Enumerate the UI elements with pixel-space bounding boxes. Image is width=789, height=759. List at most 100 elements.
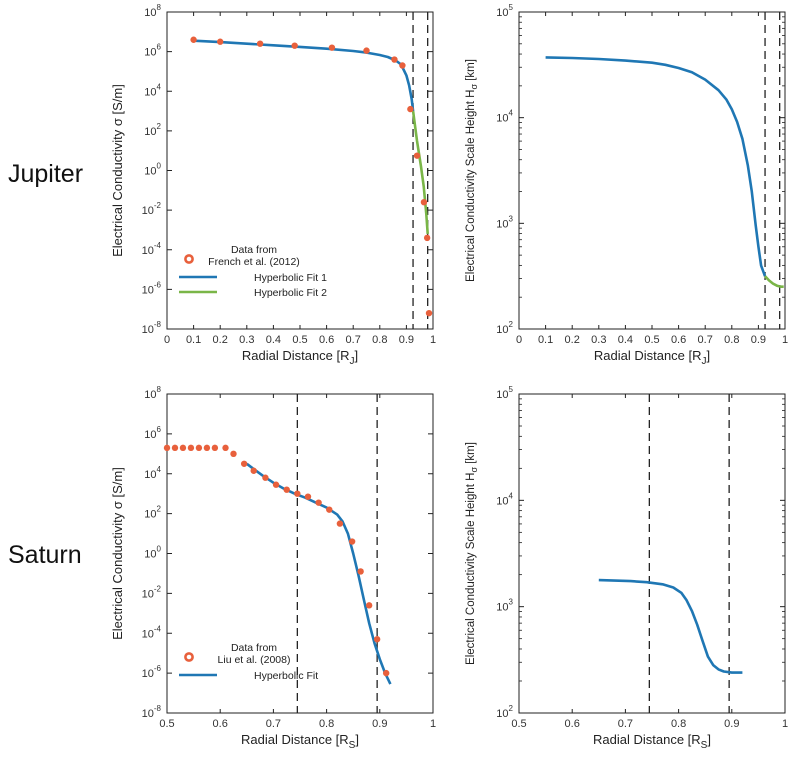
y-tick-label: 102 <box>144 505 161 521</box>
legend-marker <box>184 254 194 264</box>
x-tick-label: 0.5 <box>159 718 174 730</box>
y-tick-label: 10-4 <box>142 241 162 257</box>
y-axis-label: Electrical Conductivity σ [S/m] <box>110 84 125 257</box>
data-point <box>190 36 197 43</box>
y-tick-label: 100 <box>144 545 161 561</box>
y-tick-label: 10-6 <box>142 280 162 296</box>
data-point <box>222 444 229 452</box>
data-point <box>163 444 171 452</box>
x-tick-label: 0.7 <box>266 718 281 730</box>
data-point <box>217 38 224 45</box>
x-tick-label: 0.4 <box>618 334 633 346</box>
y-tick-label: 103 <box>496 214 513 230</box>
x-tick-label: 0.5 <box>511 718 526 730</box>
data-point <box>365 602 373 609</box>
data-point <box>240 460 248 467</box>
y-tick-label: 100 <box>144 162 161 178</box>
y-tick-label: 10-8 <box>142 320 162 336</box>
data-point <box>179 444 187 452</box>
data-point <box>283 486 290 493</box>
x-tick-label: 0.3 <box>239 334 254 346</box>
data-point <box>250 467 257 474</box>
data-point <box>391 56 398 63</box>
x-tick-label: 0.5 <box>292 334 307 346</box>
series-line <box>545 56 767 277</box>
x-tick-label: 0.8 <box>372 334 387 346</box>
x-axis-label: Radial Distance [RJ] <box>594 348 710 367</box>
x-tick-label: 1 <box>782 334 788 346</box>
x-axis-label: Radial Distance [RS] <box>593 732 711 751</box>
x-axis-label: Radial Distance [RS] <box>241 732 359 751</box>
x-tick-label: 0.6 <box>213 718 228 730</box>
legend-label: Data from <box>231 642 277 654</box>
x-tick-label: 0.9 <box>724 718 739 730</box>
y-tick-label: 104 <box>496 109 513 125</box>
data-point <box>203 444 211 452</box>
y-tick-label: 106 <box>144 43 161 59</box>
x-tick-label: 0.7 <box>698 334 713 346</box>
y-tick-label: 105 <box>496 3 513 19</box>
data-point <box>407 105 414 113</box>
y-tick-label: 10-2 <box>142 584 162 600</box>
x-tick-label: 0.9 <box>372 718 387 730</box>
data-point <box>315 499 322 506</box>
x-tick-label: 0.5 <box>644 334 659 346</box>
data-point <box>262 474 269 481</box>
y-tick-label: 104 <box>144 82 161 98</box>
y-tick-label: 108 <box>144 3 161 19</box>
series-line <box>764 275 784 289</box>
data-point <box>357 568 364 575</box>
data-point <box>399 62 406 69</box>
legend-label: Hyperbolic Fit <box>254 670 318 682</box>
data-point <box>195 444 203 452</box>
y-tick-label: 102 <box>496 704 513 720</box>
x-tick-label: 0.4 <box>266 334 281 346</box>
data-point <box>272 481 280 488</box>
data-point <box>326 506 333 513</box>
x-tick-label: 0.9 <box>751 334 766 346</box>
legend-label: Hyperbolic Fit 1 <box>254 272 327 284</box>
y-axis-label: Electrical Conductivity Scale Height Hσ … <box>465 59 479 282</box>
x-tick-label: 1 <box>782 718 788 730</box>
x-tick-label: 0.8 <box>671 718 686 730</box>
y-tick-label: 104 <box>144 465 161 481</box>
panel-saturn-scaleheight: 0.5 0.6 0.7 0.8 0.9 1 102 103 104 105 Radial Dista… <box>465 385 788 751</box>
x-tick-label: 0.6 <box>565 718 580 730</box>
x-tick-label: 0.2 <box>213 334 228 346</box>
data-point <box>425 309 433 317</box>
y-tick-label: 102 <box>496 320 513 336</box>
series-line <box>598 578 743 674</box>
data-point <box>304 493 312 500</box>
data-point <box>413 152 421 159</box>
x-tick-label: 0.6 <box>671 334 686 346</box>
y-axis-label: Electrical Conductivity Scale Height Hσ … <box>465 442 479 665</box>
row-label-saturn: Saturn <box>8 541 82 569</box>
legend-marker <box>184 652 194 662</box>
y-tick-label: 10-4 <box>142 624 162 640</box>
data-point <box>187 444 195 452</box>
x-tick-label: 0.8 <box>319 718 334 730</box>
y-tick-label: 10-8 <box>142 704 162 720</box>
data-point <box>382 669 390 677</box>
x-tick-label: 0.1 <box>538 334 553 346</box>
data-point <box>328 44 336 51</box>
plot-frame <box>518 11 786 330</box>
data-point <box>294 490 301 497</box>
legend-label: French et al. (2012) <box>208 256 300 268</box>
y-tick-label: 108 <box>144 385 161 401</box>
y-tick-label: 103 <box>496 598 513 614</box>
legend-label: Liu et al. (2008) <box>218 654 291 666</box>
x-tick-label: 0.6 <box>319 334 334 346</box>
data-point <box>256 40 264 47</box>
x-axis-label: Radial Distance [RJ] <box>242 348 358 367</box>
x-tick-label: 0.9 <box>399 334 414 346</box>
row-label-jupiter: Jupiter <box>8 160 83 188</box>
panel-jupiter-scaleheight: 0 0.1 0.2 0.3 0.4 0.5 0.6 0.7 0.8 0.9 1 102 103 104 10… <box>465 3 788 367</box>
x-tick-label: 0.8 <box>724 334 739 346</box>
series-line <box>411 110 429 234</box>
y-tick-label: 105 <box>496 385 513 401</box>
panel-saturn-conductivity: 0.5 0.6 0.7 0.8 0.9 1 10-8 10-6 10-4 10-2 100 102 10… <box>110 385 436 751</box>
data-point <box>420 199 428 206</box>
